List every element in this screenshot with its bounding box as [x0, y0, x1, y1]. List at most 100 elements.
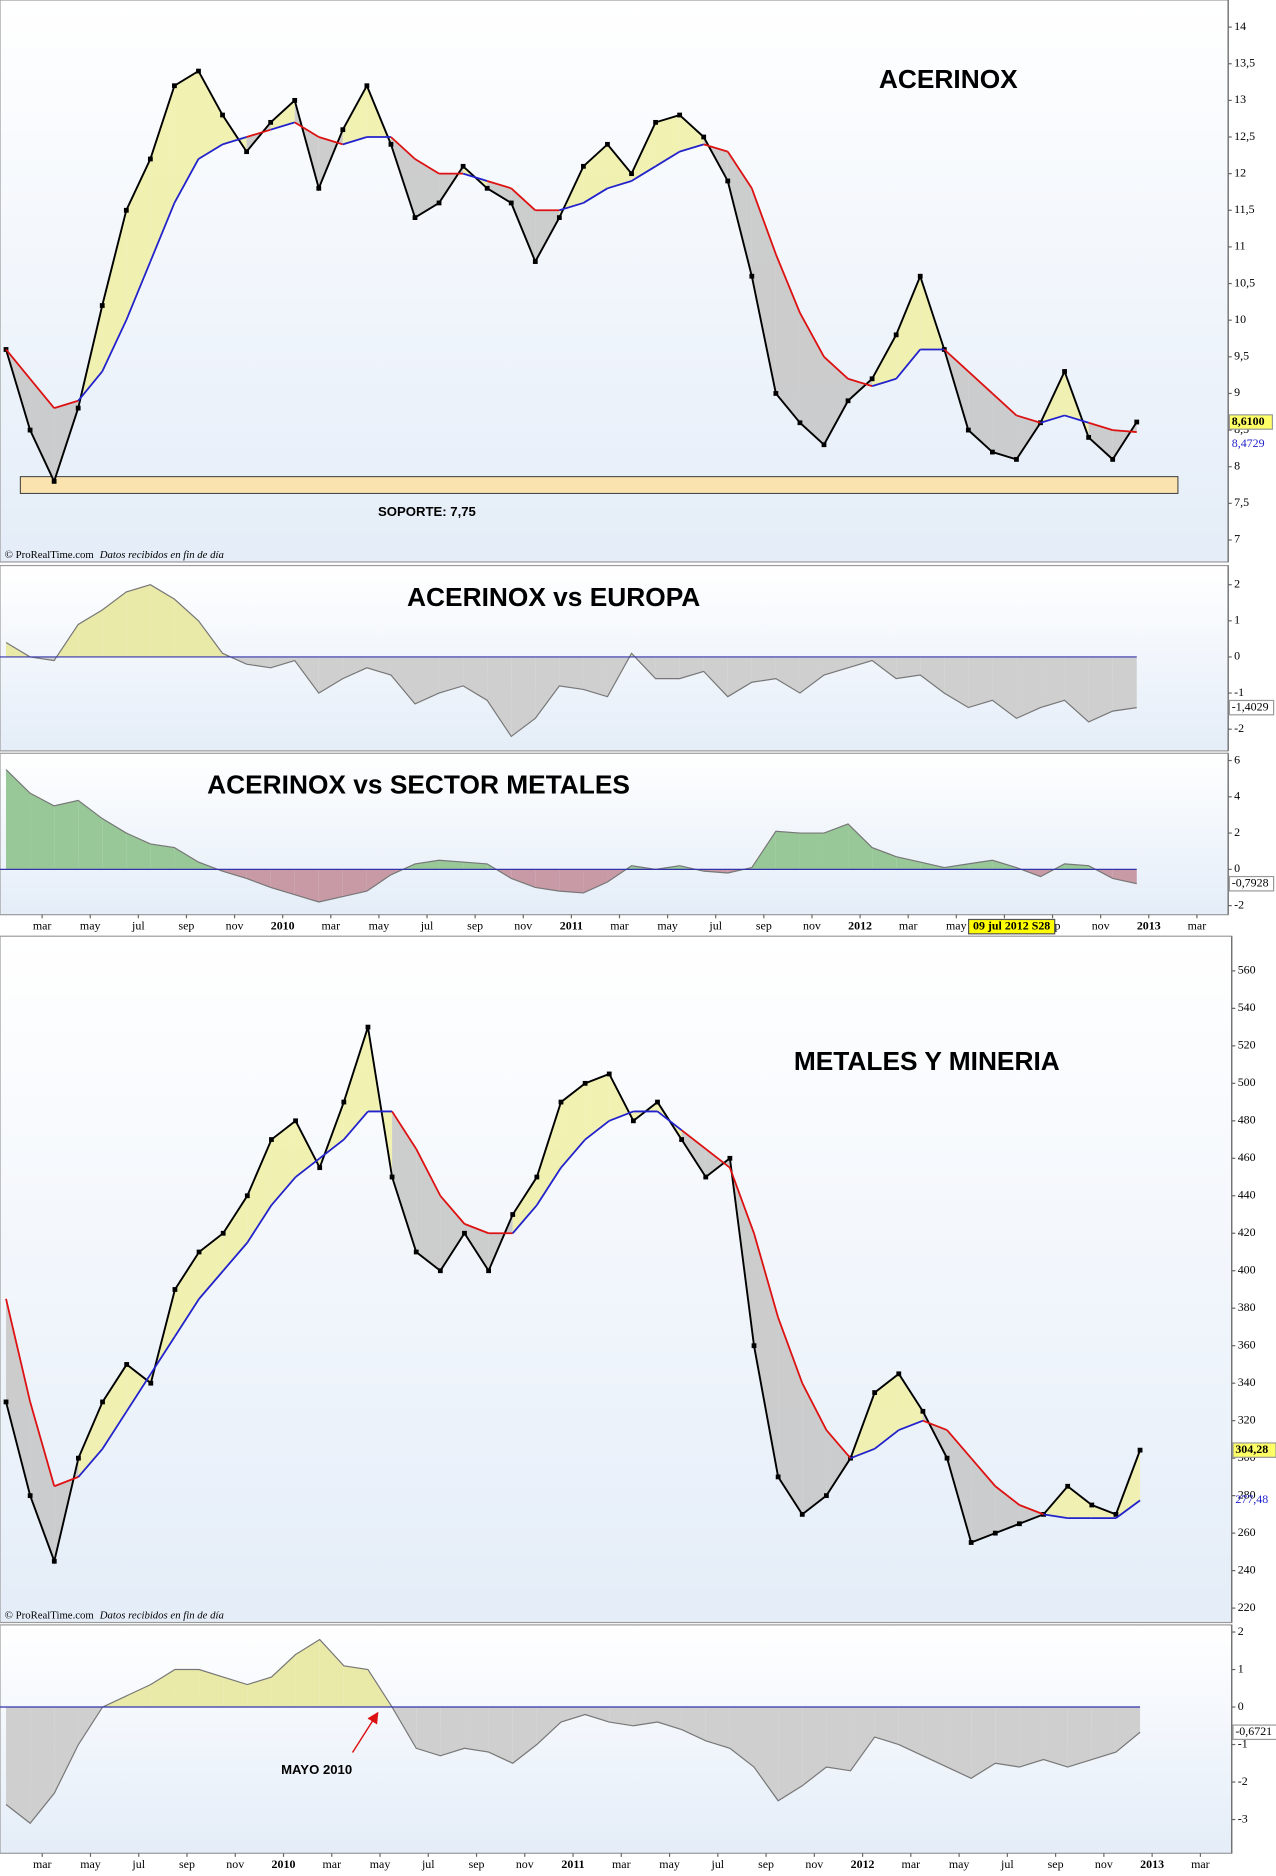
- price-ma-fill: [30, 378, 55, 482]
- oscillator-fill: [439, 860, 464, 870]
- x-tick-label: mar: [902, 1857, 921, 1871]
- price-point: [413, 1249, 419, 1255]
- oscillator-fill: [318, 869, 343, 902]
- moving-average: [679, 143, 704, 153]
- moving-average: [847, 377, 873, 387]
- x-tick-label: may: [370, 1857, 391, 1871]
- y-tick-label: 540: [1238, 1000, 1256, 1014]
- moving-average: [125, 261, 152, 321]
- price-point: [965, 427, 971, 433]
- chart-title: ACERINOX vs EUROPA: [407, 582, 700, 612]
- price-ma-fill: [295, 1120, 320, 1178]
- price-ma-fill: [30, 1401, 55, 1562]
- price-point: [1065, 1483, 1071, 1489]
- y-tick-label: 340: [1238, 1375, 1256, 1389]
- moving-average: [53, 1476, 79, 1488]
- oscillator-fill: [848, 656, 873, 668]
- y-tick-label: 13: [1234, 92, 1246, 106]
- price-point: [749, 273, 755, 279]
- moving-average: [222, 136, 247, 146]
- moving-average: [898, 1419, 924, 1431]
- price-ma-fill: [6, 1298, 31, 1496]
- moving-average: [655, 150, 681, 168]
- x-tick-label: nov: [226, 918, 244, 932]
- moving-average: [705, 1148, 731, 1169]
- price-point: [655, 1099, 660, 1105]
- oscillator-fill: [199, 1669, 224, 1708]
- moving-average: [414, 158, 440, 175]
- moving-average: [1115, 1499, 1141, 1519]
- oscillator-fill: [511, 656, 536, 737]
- price-point: [220, 1230, 226, 1236]
- oscillator-fill: [174, 1669, 200, 1708]
- price-point: [679, 1137, 685, 1142]
- y-tick-label: 8: [1234, 458, 1240, 472]
- x-tick-label: jul: [131, 1857, 145, 1871]
- chart-title: ACERINOX vs SECTOR METALES: [207, 770, 630, 800]
- moving-average: [391, 1110, 417, 1150]
- y-tick-label: 1: [1238, 1661, 1244, 1675]
- oscillator-fill: [294, 869, 319, 902]
- oscillator-fill: [705, 1707, 730, 1749]
- oscillator-fill: [1067, 1707, 1092, 1768]
- moving-average: [149, 202, 176, 262]
- oscillator-fill: [848, 824, 873, 870]
- oscillator-fill: [1091, 1707, 1116, 1760]
- oscillator-fill: [319, 1639, 344, 1708]
- price-ma-fill: [102, 1364, 127, 1449]
- price-point: [100, 1399, 105, 1405]
- oscillator-fill: [560, 1707, 586, 1723]
- oscillator-fill: [54, 1707, 79, 1794]
- price-ma-fill: [270, 100, 295, 130]
- y-tick-label: 280: [1238, 1487, 1256, 1501]
- price-point: [725, 178, 731, 184]
- oscillator-fill: [126, 584, 151, 657]
- price-point: [3, 1399, 9, 1405]
- x-tick-label: mar: [610, 918, 629, 932]
- oscillator-fill: [295, 1639, 320, 1708]
- price-line: [5, 69, 1138, 484]
- x-tick-label: mar: [33, 918, 52, 932]
- oscillator-fill: [609, 1707, 634, 1726]
- price-point: [558, 1099, 564, 1105]
- price-point: [196, 1249, 202, 1255]
- moving-average: [729, 1167, 755, 1234]
- oscillator-fill: [54, 800, 79, 870]
- x-tick-label: nov: [1092, 918, 1110, 932]
- oscillator-fill: [727, 656, 752, 697]
- price-point: [508, 200, 514, 206]
- x-tick-label: may: [946, 918, 967, 932]
- price-ma-fill: [511, 188, 536, 262]
- price-ma-fill: [896, 276, 921, 379]
- price-point: [412, 215, 418, 220]
- moving-average: [727, 151, 753, 189]
- moving-average: [874, 1429, 900, 1450]
- price-point: [605, 141, 610, 147]
- chart-title: METALES Y MINERIA: [794, 1046, 1060, 1076]
- moving-average: [656, 1110, 683, 1131]
- oscillator-fill: [559, 869, 584, 893]
- moving-average: [536, 1167, 562, 1206]
- x-tick-label: 2012: [848, 918, 872, 932]
- price-ma-fill: [271, 1120, 296, 1206]
- moving-average: [246, 1204, 273, 1244]
- price-point: [773, 391, 779, 396]
- source-name: © ProRealTime.com: [5, 549, 95, 561]
- oscillator-fill: [366, 656, 391, 676]
- price-ma-fill: [536, 1102, 561, 1206]
- y-tick-label: 9: [1234, 385, 1240, 399]
- last-ma-label: 8,4729: [1232, 436, 1265, 450]
- moving-average: [53, 399, 79, 409]
- price-point: [821, 442, 827, 448]
- moving-average: [703, 143, 729, 153]
- price-point: [606, 1071, 612, 1077]
- y-tick-label: 480: [1238, 1113, 1256, 1127]
- oscillator-fill: [896, 856, 921, 870]
- moving-average: [510, 187, 536, 211]
- moving-average: [29, 378, 55, 409]
- y-tick-label: 2: [1238, 1624, 1244, 1638]
- x-tick-label: may: [80, 1857, 101, 1871]
- annotation-arrow: [351, 1711, 379, 1753]
- price-point: [1134, 419, 1140, 425]
- moving-average: [631, 165, 657, 182]
